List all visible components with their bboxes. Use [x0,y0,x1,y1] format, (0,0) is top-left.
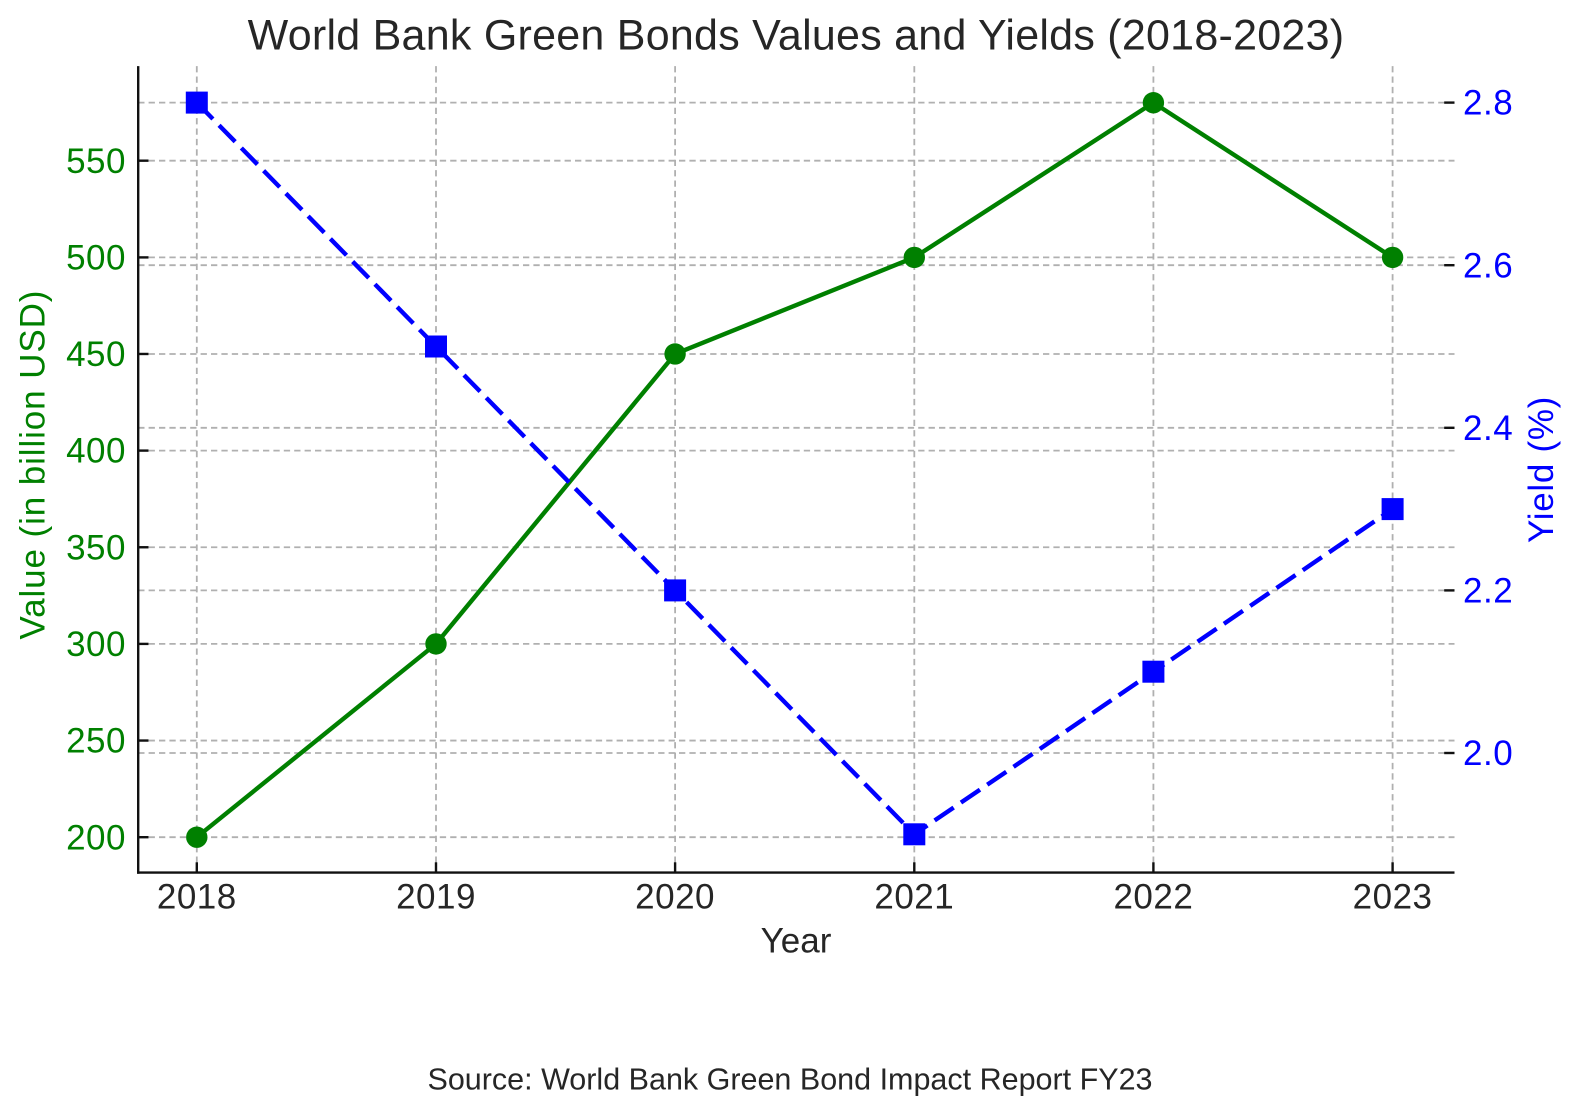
svg-text:Yield (%): Yield (%) [1522,396,1561,543]
svg-text:450: 450 [66,335,126,374]
svg-text:World Bank Green Bonds Values: World Bank Green Bonds Values and Yields… [248,11,1345,59]
svg-text:2.2: 2.2 [1463,572,1513,611]
svg-text:200: 200 [66,818,126,857]
svg-text:2019: 2019 [396,878,476,917]
svg-text:2.6: 2.6 [1463,246,1513,285]
svg-text:Source: World Bank Green Bond: Source: World Bank Green Bond Impact Rep… [427,1063,1152,1097]
svg-text:550: 550 [66,142,126,181]
svg-text:2022: 2022 [1113,878,1193,917]
svg-text:Year: Year [761,922,832,961]
svg-text:2.4: 2.4 [1463,409,1513,448]
svg-text:400: 400 [66,432,126,471]
svg-text:Value (in billion USD): Value (in billion USD) [13,290,52,640]
svg-text:2.8: 2.8 [1463,84,1513,123]
svg-text:2018: 2018 [157,878,237,917]
svg-text:2.0: 2.0 [1463,734,1513,773]
svg-text:2023: 2023 [1353,878,1433,917]
svg-text:2020: 2020 [635,878,715,917]
svg-text:250: 250 [66,722,126,761]
svg-text:350: 350 [66,528,126,567]
svg-text:300: 300 [66,625,126,664]
svg-text:2021: 2021 [874,878,954,917]
svg-text:500: 500 [66,239,126,278]
